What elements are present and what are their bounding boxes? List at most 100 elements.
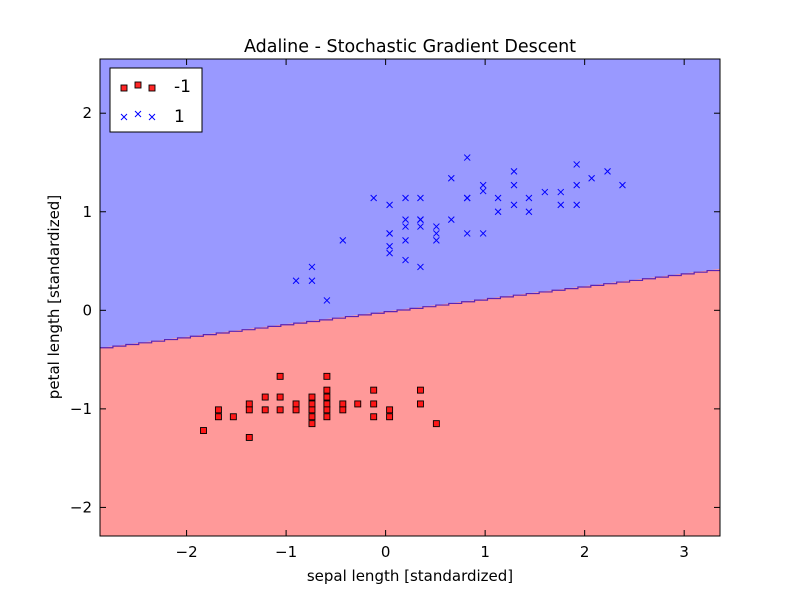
- data-point-square: [370, 386, 378, 394]
- data-point-x: [479, 187, 487, 195]
- data-point-x: [402, 236, 409, 244]
- data-point-square: [245, 400, 253, 408]
- data-point-square: [339, 406, 347, 414]
- x-axis-label: sepal length [standardized]: [307, 567, 513, 585]
- data-point-square: [354, 400, 362, 408]
- data-point-square: [386, 413, 394, 421]
- data-point-x: [323, 297, 331, 304]
- data-point-square: [416, 400, 424, 408]
- data-point-x: [308, 263, 316, 271]
- data-point-x: [402, 256, 409, 264]
- x-tick-label: 3: [679, 543, 689, 561]
- plot-frame: [99, 58, 721, 537]
- data-point-square: [308, 406, 316, 414]
- data-point-x: [292, 277, 300, 285]
- data-point-x: [447, 174, 455, 182]
- y-tick-label: 1: [82, 203, 92, 221]
- data-point-square: [200, 427, 207, 434]
- x-tick-label: 1: [480, 543, 490, 561]
- data-point-square: [292, 406, 300, 414]
- data-point-square: [323, 400, 331, 408]
- data-point-x: [463, 230, 471, 237]
- data-point-x: [402, 223, 409, 230]
- chart-title: Adaline - Stochastic Gradient Descent: [244, 37, 576, 57]
- data-point-square: [308, 413, 316, 421]
- legend-marker-square: [134, 81, 142, 89]
- data-point-x: [588, 174, 595, 182]
- data-point-x: [604, 167, 611, 175]
- data-point-x: [370, 194, 378, 202]
- data-point-x: [417, 194, 424, 202]
- data-point-x: [433, 223, 440, 230]
- legend-marker-square: [148, 84, 156, 92]
- data-point-x: [510, 181, 518, 189]
- data-point-x: [479, 181, 487, 189]
- data-point-square: [276, 372, 284, 380]
- x-tick-label: 2: [580, 543, 590, 561]
- data-point-square: [308, 400, 316, 408]
- data-point-x: [479, 230, 487, 237]
- y-axis-label: petal length [standardized]: [45, 195, 63, 399]
- data-point-x: [433, 230, 440, 237]
- data-point-square: [323, 406, 331, 414]
- data-point-x: [510, 201, 518, 209]
- legend-marker-x: [134, 110, 142, 118]
- data-point-square: [339, 400, 347, 408]
- data-point-x: [463, 194, 471, 202]
- data-point-square: [261, 406, 269, 414]
- legend-label-pos: 1: [174, 107, 185, 127]
- y-tick-label: −2: [70, 498, 92, 516]
- legend-box: [109, 67, 203, 133]
- data-point-square: [308, 420, 316, 428]
- data-point-square: [386, 406, 394, 414]
- axes: −2 −1 0 1 2 3 −2 −1 0 1 2: [70, 58, 721, 561]
- y-tick-label: 0: [82, 301, 92, 319]
- data-point-square: [323, 372, 331, 380]
- data-point-square: [416, 386, 424, 394]
- plot-clip-group: [100, 59, 720, 536]
- data-point-x: [402, 194, 409, 202]
- data-point-x: [557, 188, 565, 196]
- data-point-square: [261, 393, 269, 401]
- data-point-square: [370, 400, 378, 408]
- data-point-square: [432, 420, 440, 428]
- data-point-x: [447, 216, 455, 223]
- data-point-square: [229, 413, 237, 421]
- x-tick-label: −1: [275, 543, 297, 561]
- data-point-x: [386, 249, 393, 257]
- data-point-x: [541, 188, 549, 196]
- data-point-x: [525, 208, 533, 216]
- data-point-square: [323, 386, 331, 394]
- data-point-square: [308, 393, 316, 401]
- data-point-x: [386, 201, 393, 209]
- data-point-square: [245, 433, 253, 441]
- data-point-x: [339, 236, 347, 244]
- region-class-neg1: [100, 268, 720, 536]
- data-point-x: [417, 223, 424, 230]
- y-tick-label: −1: [70, 400, 92, 418]
- y-tick-label: 2: [82, 104, 92, 122]
- data-point-square: [323, 393, 331, 401]
- series-pos1: [292, 154, 626, 304]
- data-point-square: [245, 406, 253, 414]
- legend-marker-x: [120, 113, 128, 121]
- data-point-x: [494, 208, 502, 216]
- data-point-x: [510, 167, 518, 175]
- data-point-x: [573, 201, 581, 209]
- decision-boundary: [100, 268, 720, 349]
- data-point-x: [494, 194, 502, 202]
- series-neg1: [200, 372, 440, 441]
- data-point-x: [417, 263, 424, 271]
- legend-marker-x: [148, 113, 156, 121]
- x-tick-label: 0: [381, 543, 391, 561]
- data-point-x: [417, 216, 424, 223]
- data-point-x: [463, 154, 471, 161]
- data-point-x: [619, 181, 626, 189]
- data-point-square: [276, 393, 284, 401]
- plot-area: [100, 59, 720, 536]
- legend-label-neg: -1: [174, 77, 191, 97]
- data-point-x: [433, 236, 440, 244]
- data-point-x: [386, 230, 393, 237]
- data-point-x: [308, 277, 316, 285]
